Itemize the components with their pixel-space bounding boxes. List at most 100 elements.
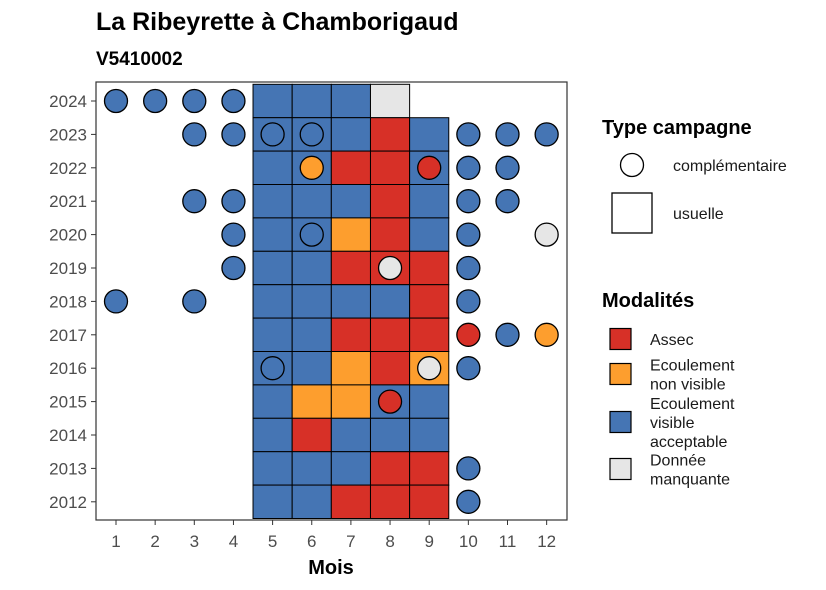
legend-label-assec: Assec	[650, 332, 694, 349]
tile-2022-7	[330, 150, 371, 186]
point-2023-6	[299, 122, 324, 147]
point-2022-9	[417, 155, 442, 180]
tile-2018-7	[330, 284, 371, 319]
point-2021-3	[182, 189, 207, 214]
point-2018-3	[182, 289, 207, 314]
point-2022-10	[456, 155, 481, 180]
tile-2019-6	[291, 250, 332, 286]
tile-2020-9	[409, 217, 450, 252]
y-tick-label-2024: 2024	[49, 92, 87, 111]
tile-2012-6	[291, 484, 332, 520]
x-tick-label-12: 12	[537, 532, 556, 551]
point-2023-5	[260, 122, 285, 147]
y-tick-label-2022: 2022	[49, 159, 87, 178]
point-2016-10	[456, 356, 481, 381]
tile-2023-8	[369, 117, 411, 152]
point-2024-4	[221, 88, 246, 114]
y-tick-label-2023: 2023	[49, 125, 87, 144]
legend-label-manquante: Donnée manquante	[650, 453, 730, 489]
tile-2021-6	[291, 184, 332, 219]
legend-key-manquante	[609, 457, 632, 481]
x-tick-label-8: 8	[385, 532, 394, 551]
point-2021-10	[456, 189, 481, 214]
usuelle-tiles	[252, 83, 450, 520]
legend-type-symbol-circle	[619, 152, 645, 178]
tile-2013-9	[409, 451, 450, 486]
tile-2024-6	[291, 83, 332, 119]
tile-2020-8	[369, 217, 411, 252]
tile-2024-8	[369, 83, 411, 119]
tile-2014-5	[252, 417, 293, 453]
point-2017-12	[534, 322, 559, 347]
tile-2018-8	[369, 284, 411, 319]
chart-subtitle: V5410002	[96, 49, 183, 70]
tile-2012-5	[252, 484, 293, 520]
legend-type-campagne: Type campagne complémentaire usuelle	[602, 117, 787, 234]
tile-2014-8	[369, 417, 411, 453]
point-2016-9	[417, 356, 442, 381]
y-tick-label-2016: 2016	[49, 359, 87, 378]
tile-2015-5	[252, 384, 293, 419]
tile-2020-5	[252, 217, 293, 252]
tile-2018-9	[409, 284, 450, 319]
x-tick-label-10: 10	[459, 532, 478, 551]
x-tick-label-6: 6	[307, 532, 316, 551]
tile-2013-5	[252, 451, 293, 486]
legend-type-label-0: complémentaire	[673, 158, 787, 175]
y-tick-label-2021: 2021	[49, 192, 87, 211]
tile-2017-6	[291, 317, 332, 353]
tile-2023-9	[409, 117, 450, 152]
tile-2016-6	[291, 351, 332, 386]
legend-modalites: Modalités Assec Ecoulement non visibleEcou…	[602, 290, 735, 489]
tile-2013-8	[369, 451, 411, 486]
point-2013-10	[456, 456, 481, 481]
legend-type-symbol-square	[611, 192, 653, 234]
point-2023-11	[495, 122, 520, 147]
point-2015-8	[377, 389, 403, 414]
x-axis-title: Mois	[308, 557, 354, 579]
point-2019-8	[377, 255, 403, 281]
tile-2014-6	[291, 417, 332, 453]
point-2017-10	[456, 322, 481, 347]
tile-2021-8	[369, 184, 411, 219]
legend-key-non_visible	[609, 362, 632, 386]
point-2017-11	[495, 322, 520, 347]
chart-title: La Ribeyrette à Chamborigaud	[96, 8, 459, 36]
y-tick-label-2012: 2012	[49, 493, 87, 512]
point-2023-3	[182, 122, 207, 147]
y-tick-label-2019: 2019	[49, 259, 87, 278]
tile-2012-8	[369, 484, 411, 520]
point-2019-10	[456, 255, 481, 281]
x-tick-label-3: 3	[190, 532, 199, 551]
tile-2012-9	[409, 484, 450, 520]
point-2023-10	[456, 122, 481, 147]
complementaire-points	[103, 88, 559, 514]
tile-2018-5	[252, 284, 293, 319]
point-2021-4	[221, 189, 246, 214]
legend-label-visible: Ecoulement visible acceptable	[650, 396, 735, 451]
tile-2013-7	[330, 451, 371, 486]
tile-2017-8	[369, 317, 411, 353]
legend-type-label-1: usuelle	[673, 206, 724, 223]
x-tick-label-4: 4	[229, 532, 238, 551]
point-2022-11	[495, 155, 520, 180]
tile-2023-7	[330, 117, 371, 152]
point-2018-10	[456, 289, 481, 314]
tile-2019-7	[330, 250, 371, 286]
tile-2022-5	[252, 150, 293, 186]
legend-key-assec	[609, 327, 632, 351]
tile-2021-9	[409, 184, 450, 219]
tile-2021-5	[252, 184, 293, 219]
legend-key-visible	[609, 410, 632, 434]
point-2020-6	[299, 222, 324, 247]
point-2016-5	[260, 356, 285, 381]
tile-2019-5	[252, 250, 293, 286]
tile-2021-7	[330, 184, 371, 219]
point-2023-12	[534, 122, 559, 147]
tile-2024-7	[330, 83, 371, 119]
point-2018-1	[103, 289, 129, 314]
tile-2016-8	[369, 351, 411, 386]
tile-2014-7	[330, 417, 371, 453]
y-tick-label-2015: 2015	[49, 393, 87, 412]
